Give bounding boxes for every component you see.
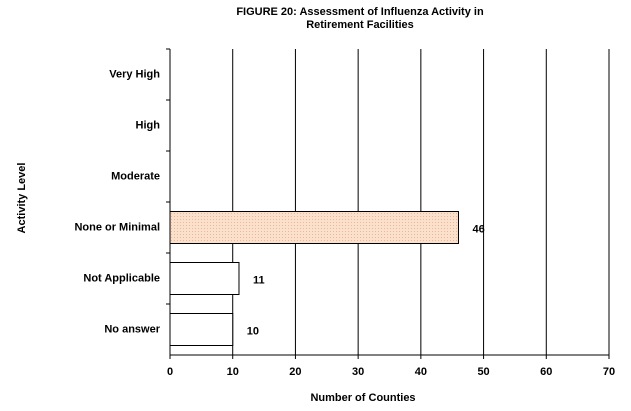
x-tick-label: 40 <box>415 366 427 378</box>
x-axis-label: Number of Counties <box>310 392 415 404</box>
x-tick-label: 50 <box>477 366 489 378</box>
data-label: 46 <box>472 223 484 235</box>
y-tick-label: Moderate <box>111 170 160 182</box>
bar <box>169 313 234 346</box>
x-tick-label: 30 <box>352 366 364 378</box>
bar <box>169 262 240 295</box>
x-tick-label: 10 <box>227 366 239 378</box>
bar <box>169 211 459 244</box>
chart-title: FIGURE 20: Assessment of Influenza Activ… <box>236 6 484 31</box>
y-axis-label: Activity Level <box>16 163 28 234</box>
data-label: 10 <box>247 325 259 337</box>
y-tick-label: Not Applicable <box>83 272 160 284</box>
x-tick-label: 20 <box>289 366 301 378</box>
y-tick-label: Very High <box>109 68 160 80</box>
y-tick-label: None or Minimal <box>74 221 160 233</box>
x-tick-label: 0 <box>167 366 173 378</box>
data-label: 11 <box>253 274 265 286</box>
x-tick-label: 60 <box>540 366 552 378</box>
y-tick-label: No answer <box>104 323 160 335</box>
y-tick-label: High <box>136 119 161 131</box>
x-tick-label: 70 <box>603 366 615 378</box>
